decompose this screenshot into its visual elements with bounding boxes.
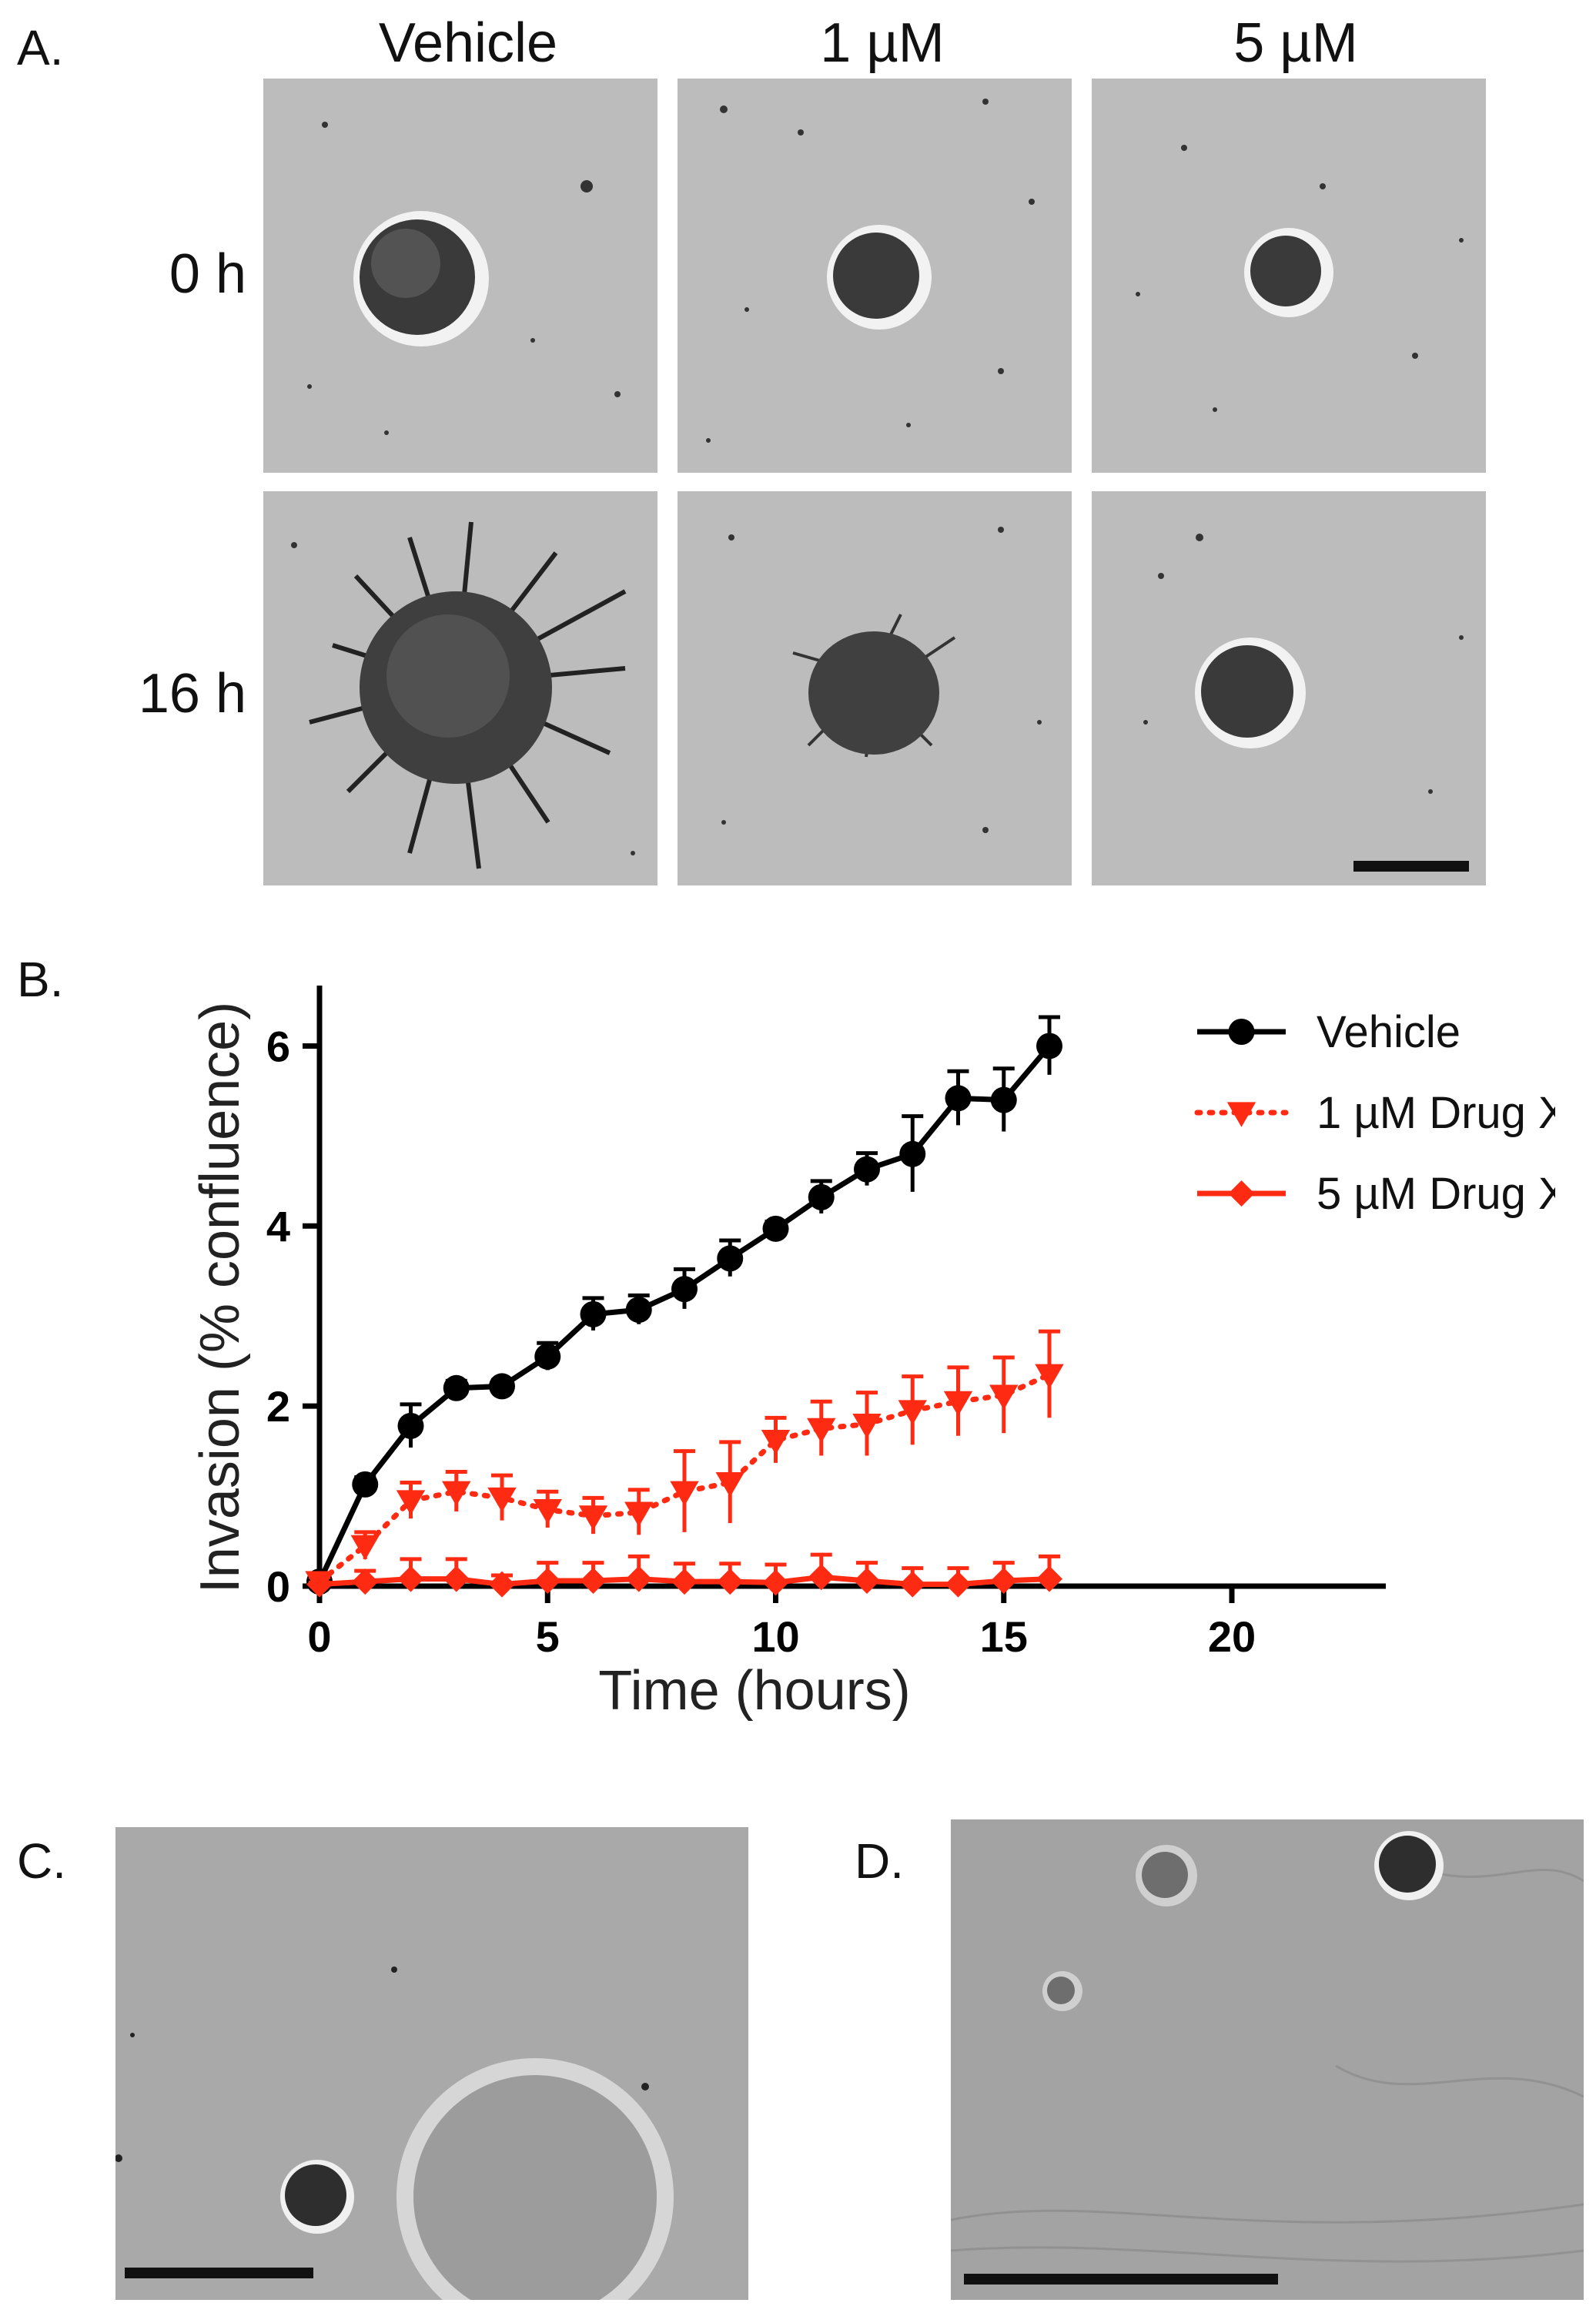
data-point	[396, 1490, 426, 1515]
x-tick-label: 0	[307, 1612, 331, 1661]
x-axis-label: Time (hours)	[598, 1660, 910, 1722]
data-point	[443, 1374, 470, 1401]
data-point	[489, 1373, 515, 1400]
row-label-0h: 0 h	[169, 243, 246, 305]
data-point	[671, 1276, 698, 1303]
micrograph-1uM-16h	[678, 491, 1072, 885]
micrograph-5uM-0h	[1092, 79, 1486, 473]
micrograph-panel-c	[115, 1827, 748, 2300]
y-axis-label: Invasion (% confluence)	[189, 1002, 251, 1593]
micrograph-panel-d	[951, 1819, 1584, 2300]
micrograph-1uM-0h	[678, 79, 1072, 473]
x-tick-label: 20	[1208, 1612, 1256, 1661]
chart-legend: Vehicle 1 µM Drug X 5 µM Drug X	[1194, 1007, 1555, 1219]
data-point	[807, 1418, 836, 1444]
data-point	[945, 1085, 972, 1112]
invasion-chart: 0 5 10 15 20 0 2 4 6 Vehicle 1 µM Drug X 5 µM Drug…	[189, 986, 1555, 1722]
data-point	[306, 1571, 333, 1598]
data-point	[397, 1412, 424, 1439]
data-point	[487, 1487, 517, 1513]
panel-b-letter: B.	[17, 952, 64, 1007]
data-point	[717, 1245, 744, 1272]
y-tick-label: 2	[266, 1382, 290, 1431]
data-point	[534, 1343, 561, 1370]
legend-marker	[1228, 1019, 1255, 1045]
data-point	[717, 1568, 744, 1595]
data-point	[534, 1567, 561, 1594]
y-tick-label: 0	[266, 1562, 290, 1611]
y-tick-label: 6	[266, 1022, 290, 1070]
data-point	[715, 1471, 744, 1498]
data-point	[945, 1571, 972, 1598]
data-point	[899, 1571, 926, 1598]
data-point	[899, 1140, 926, 1167]
x-tick-label: 10	[751, 1612, 799, 1661]
data-point	[625, 1565, 652, 1592]
data-point	[808, 1183, 835, 1210]
data-point	[990, 1567, 1017, 1594]
data-point	[533, 1499, 562, 1525]
x-tick-label: 5	[536, 1612, 560, 1661]
data-point	[808, 1564, 835, 1591]
panel-c-letter: C.	[17, 1833, 66, 1889]
panel-d-letter: D.	[855, 1833, 904, 1889]
x-tick-label: 15	[980, 1612, 1028, 1661]
data-point	[898, 1400, 927, 1425]
data-point	[443, 1565, 470, 1592]
data-point	[352, 1568, 379, 1595]
data-point	[1035, 1364, 1064, 1389]
data-point	[624, 1501, 654, 1527]
series-1	[305, 1329, 1064, 1596]
column-label-vehicle: Vehicle	[378, 12, 558, 74]
data-point	[670, 1481, 699, 1506]
data-point	[350, 1535, 380, 1561]
data-point	[852, 1413, 882, 1439]
data-point	[761, 1429, 791, 1455]
row-label-16h: 16 h	[138, 663, 246, 725]
data-point	[1036, 1565, 1062, 1592]
data-point	[989, 1384, 1019, 1410]
data-point	[580, 1567, 607, 1594]
data-point	[578, 1505, 608, 1531]
data-point	[442, 1481, 471, 1506]
legend-label: 5 µM Drug X	[1317, 1169, 1555, 1219]
data-point	[1036, 1033, 1062, 1059]
data-point	[990, 1086, 1017, 1113]
scale-bar-c	[125, 2268, 313, 2278]
legend-label: 1 µM Drug X	[1317, 1088, 1555, 1138]
data-point	[489, 1571, 515, 1598]
scale-bar-d	[964, 2274, 1278, 2285]
data-point	[943, 1391, 973, 1417]
column-label-1uM: 1 µM	[820, 12, 945, 74]
legend-marker	[1228, 1180, 1255, 1207]
micrograph-5uM-16h	[1092, 491, 1486, 885]
data-point	[625, 1297, 652, 1324]
y-tick-label: 4	[266, 1202, 290, 1250]
series-2	[306, 1552, 1062, 1598]
data-point	[397, 1565, 424, 1592]
data-point	[352, 1471, 379, 1498]
data-point	[854, 1156, 880, 1183]
legend-label: Vehicle	[1317, 1007, 1460, 1057]
data-point	[762, 1215, 789, 1242]
scale-bar-a	[1353, 861, 1469, 872]
data-point	[854, 1567, 880, 1594]
data-point	[580, 1300, 607, 1327]
column-label-5uM: 5 µM	[1233, 12, 1358, 74]
chart-axes: 0 5 10 15 20 0 2 4 6	[266, 986, 1386, 1661]
micrograph-vehicle-16h	[263, 491, 657, 885]
series-line	[316, 1371, 1052, 1585]
panel-a-letter: A.	[17, 20, 64, 75]
data-point	[762, 1569, 789, 1596]
legend-marker	[1226, 1102, 1256, 1127]
data-point	[671, 1568, 698, 1595]
micrograph-vehicle-0h	[263, 79, 657, 473]
